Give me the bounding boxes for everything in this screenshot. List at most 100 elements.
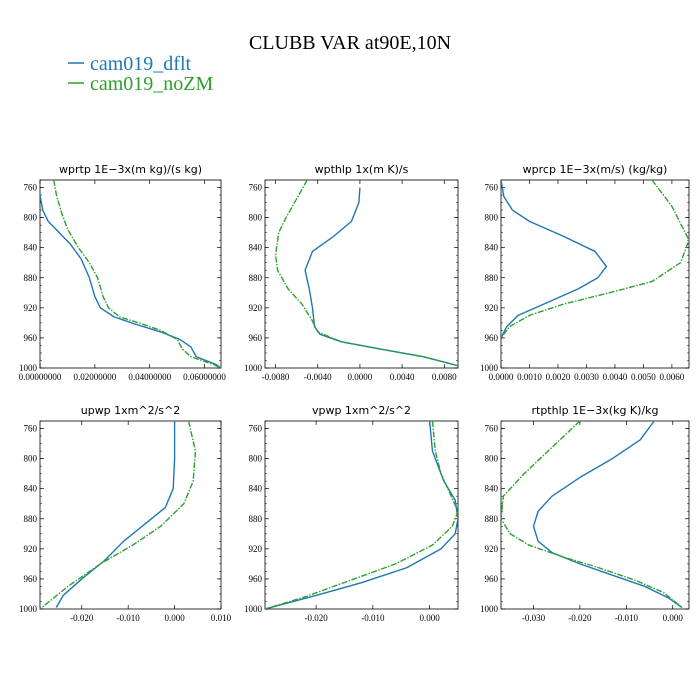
y-tick-label: 880 [249, 514, 263, 524]
y-tick-label: 800 [24, 213, 38, 223]
series-line-nozm [53, 180, 221, 368]
x-tick-label: -0.020 [70, 613, 94, 623]
x-tick-label: 0.000 [164, 613, 185, 623]
y-tick-label: 920 [24, 303, 38, 313]
legend-label-dflt: cam019_dflt [90, 53, 192, 75]
panel-5: vpwp 1xm^2/s^2 760 800 840 880 920 960 1000 -0.0… [244, 404, 459, 623]
x-tick-label: -0.010 [361, 613, 385, 623]
y-tick-label: 1000 [19, 604, 38, 614]
y-tick-label: 920 [485, 303, 499, 313]
x-tick-label: 0.0050 [631, 372, 656, 382]
y-tick-label: 840 [24, 243, 38, 253]
panel-2: wpthlp 1x(m K)/s7608008408809209601000-0… [244, 163, 459, 382]
series-line-dflt [40, 194, 221, 368]
series-line-dflt [304, 187, 458, 367]
panel-1: wprtp 1E−3x(m kg)/(s kg) 760 800 840 880 920 9… [19, 163, 227, 382]
x-tick-label: -0.010 [117, 613, 141, 623]
y-tick-label: 1000 [480, 363, 499, 373]
y-tick-label: 800 [485, 454, 499, 464]
panel-4: upwp 1xm^2/s^2 760 800 840 880 920 960 1000 -0.0… [19, 404, 232, 623]
y-tick-label: 880 [24, 514, 38, 524]
series-line-dflt [265, 421, 458, 609]
panel-title: upwp 1xm^2/s^2 [81, 404, 181, 417]
axes-frame [500, 179, 690, 369]
y-tick-label: 1000 [19, 363, 38, 373]
legend-label-nozm: cam019_noZM [90, 73, 214, 95]
x-tick-label: 0.0000 [489, 372, 514, 382]
panel-3: wprcp 1E−3x(m/s) (kg/kg) 760 800 840 880 920 9… [480, 163, 690, 382]
panel-6: rtpthlp 1E−3x(kg K)/kg 760 800 840 880 920 960… [480, 404, 690, 623]
series-line-dflt [55, 421, 176, 608]
x-tick-label: -0.010 [615, 613, 639, 623]
y-tick-label: 760 [24, 183, 38, 193]
panel-title: rtpthlp 1E−3x(kg K)/kg [531, 404, 658, 417]
y-tick-label: 760 [249, 424, 263, 434]
y-tick-label: 920 [249, 544, 263, 554]
y-tick-label: 840 [249, 484, 263, 494]
x-tick-label: -0.0040 [304, 372, 332, 382]
x-tick-label: 0.0020 [546, 372, 571, 382]
figure-title: CLUBB VAR at90E,10N [249, 32, 451, 54]
legend: cam019_dflt cam019_noZM [68, 53, 214, 95]
series-line-nozm [40, 421, 197, 609]
series-line-nozm [265, 421, 458, 609]
panel-title: vpwp 1xm^2/s^2 [312, 404, 411, 417]
y-tick-label: 960 [24, 333, 38, 343]
y-tick-label: 880 [485, 514, 499, 524]
panels: wprtp 1E−3x(m kg)/(s kg) 760 800 840 880 920 9… [19, 163, 690, 623]
x-tick-label: 0.0040 [390, 372, 415, 382]
y-tick-label: 920 [485, 544, 499, 554]
y-tick-label: 880 [249, 273, 263, 283]
x-tick-label: 0.000 [663, 613, 684, 623]
panel-title: wpthlp 1x(m K)/s [315, 163, 409, 176]
y-tick-label: 760 [485, 424, 499, 434]
y-tick-label: 960 [249, 333, 263, 343]
x-tick-label: 0.0040 [603, 372, 628, 382]
x-tick-label: 0.0010 [517, 372, 542, 382]
x-tick-label: -0.0080 [262, 372, 290, 382]
x-tick-label: -0.030 [522, 613, 546, 623]
series-line-nozm [501, 180, 689, 339]
x-tick-label: -0.020 [304, 613, 328, 623]
axes-frame [39, 179, 222, 369]
axes-frame [264, 420, 459, 610]
y-tick-label: 840 [485, 484, 499, 494]
y-tick-label: 840 [485, 243, 499, 253]
y-tick-label: 880 [485, 273, 499, 283]
x-tick-label: 0.04000000 [128, 372, 171, 382]
y-tick-label: 960 [485, 333, 499, 343]
y-tick-label: 960 [249, 574, 263, 584]
y-tick-label: 880 [24, 273, 38, 283]
panel-title: wprtp 1E−3x(m kg)/(s kg) [59, 163, 202, 176]
y-tick-label: 1000 [244, 363, 263, 373]
y-tick-label: 760 [24, 424, 38, 434]
y-tick-label: 800 [249, 213, 263, 223]
series-line-nozm [274, 180, 458, 367]
x-tick-label: 0.00000000 [19, 372, 62, 382]
x-tick-label: 0.02000000 [73, 372, 116, 382]
y-tick-label: 760 [249, 183, 263, 193]
x-tick-label: 0.06000000 [183, 372, 226, 382]
y-tick-label: 800 [24, 454, 38, 464]
x-tick-label: 0.010 [211, 613, 232, 623]
y-tick-label: 920 [249, 303, 263, 313]
y-tick-label: 840 [249, 243, 263, 253]
y-tick-label: 800 [249, 454, 263, 464]
x-tick-label: 0.0060 [660, 372, 685, 382]
axes-frame [39, 420, 222, 610]
y-tick-label: 960 [485, 574, 499, 584]
series-line-nozm [501, 421, 683, 609]
y-tick-label: 960 [24, 574, 38, 584]
x-tick-label: 0.0080 [432, 372, 457, 382]
y-tick-label: 840 [24, 484, 38, 494]
series-line-dflt [501, 180, 608, 339]
axes-frame [500, 420, 690, 610]
x-tick-label: -0.020 [568, 613, 592, 623]
y-tick-label: 920 [24, 544, 38, 554]
panel-title: wprcp 1E−3x(m/s) (kg/kg) [523, 163, 668, 176]
series-line-dflt [532, 421, 683, 609]
y-tick-label: 1000 [244, 604, 263, 614]
x-tick-label: 0.0000 [348, 372, 373, 382]
y-tick-label: 800 [485, 213, 499, 223]
